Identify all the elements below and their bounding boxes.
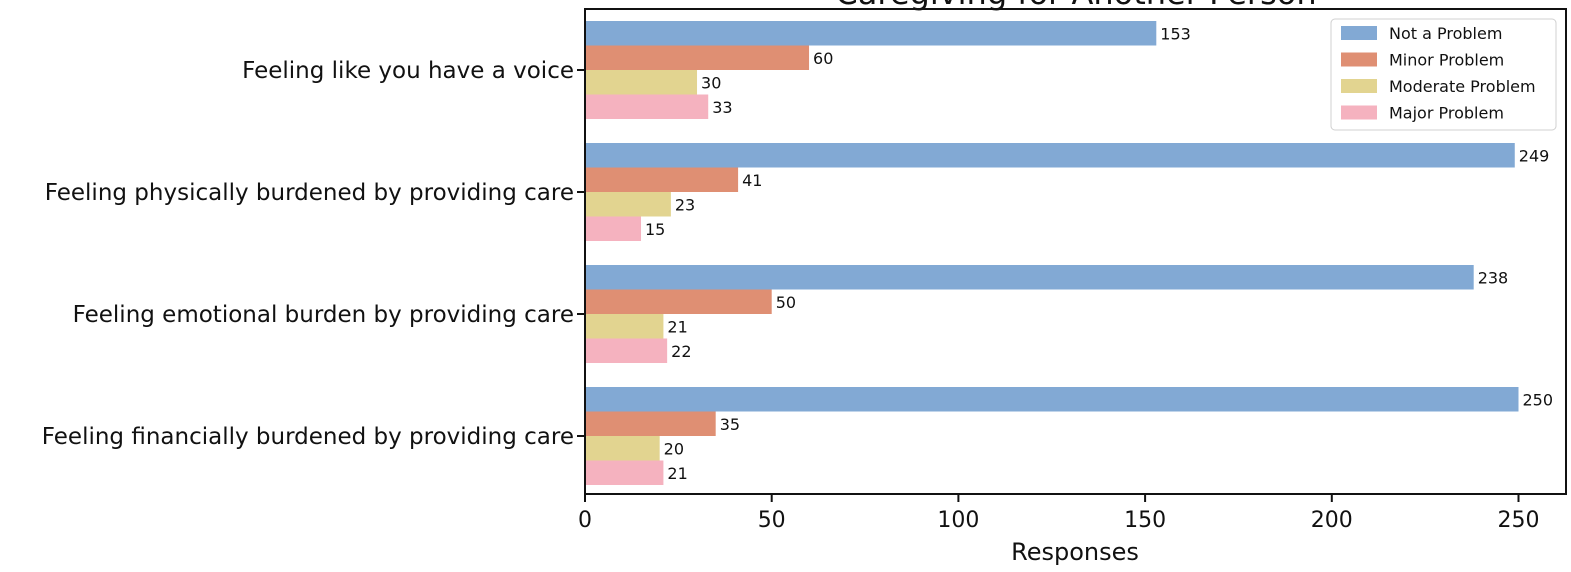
bar bbox=[585, 94, 709, 119]
legend-swatch bbox=[1341, 52, 1377, 67]
bar-value-label: 41 bbox=[742, 171, 762, 190]
bar-value-label: 250 bbox=[1523, 390, 1554, 409]
category-label: Feeling physically burdened by providing… bbox=[45, 180, 574, 206]
bar-value-label: 35 bbox=[720, 415, 740, 434]
bar bbox=[585, 167, 739, 192]
bar bbox=[585, 143, 1515, 168]
bar bbox=[585, 338, 668, 363]
chart-title: Caregiving for Another Person bbox=[835, 0, 1316, 12]
legend: Not a Problem Minor Problem Moderate Probl… bbox=[1330, 18, 1557, 131]
bar-value-label: 21 bbox=[667, 464, 687, 483]
x-axis-title: Responses bbox=[1011, 538, 1139, 566]
legend-swatch bbox=[1341, 26, 1377, 40]
legend-box bbox=[1330, 18, 1557, 131]
legend-label: Minor Problem bbox=[1389, 51, 1504, 70]
bar-value-label: 60 bbox=[813, 49, 833, 68]
bar-value-label: 15 bbox=[645, 220, 665, 239]
bar-value-label: 20 bbox=[664, 439, 684, 458]
bar bbox=[585, 192, 671, 217]
bar-value-label: 249 bbox=[1519, 146, 1550, 165]
plot-frame bbox=[584, 8, 1567, 495]
bar bbox=[585, 436, 660, 461]
x-tick-label: 50 bbox=[758, 508, 786, 533]
category-label: Feeling financially burdened by providin… bbox=[42, 424, 574, 450]
category-label: Feeling like you have a voice bbox=[242, 58, 574, 84]
legend-swatch bbox=[1341, 79, 1377, 93]
bar bbox=[585, 387, 1519, 412]
bar-value-label: 238 bbox=[1478, 268, 1509, 287]
bar-value-label: 23 bbox=[675, 195, 695, 214]
bar bbox=[585, 411, 716, 436]
x-tick-label: 250 bbox=[1498, 508, 1540, 533]
bar bbox=[585, 460, 664, 485]
bar bbox=[585, 289, 772, 314]
x-tick-label: 100 bbox=[937, 508, 979, 533]
legend-label: Not a Problem bbox=[1389, 24, 1502, 43]
bar bbox=[585, 216, 642, 241]
x-tick-label: 200 bbox=[1311, 508, 1353, 533]
bar bbox=[585, 45, 810, 70]
bar bbox=[585, 265, 1474, 290]
x-tick-label: 150 bbox=[1124, 508, 1166, 533]
legend-label: Major Problem bbox=[1389, 104, 1504, 123]
bar-value-label: 153 bbox=[1160, 24, 1191, 43]
bar-value-label: 30 bbox=[701, 73, 721, 92]
legend-label: Moderate Problem bbox=[1389, 77, 1536, 96]
bar-value-label: 21 bbox=[667, 317, 687, 336]
bar bbox=[585, 70, 698, 95]
x-tick-label: 0 bbox=[578, 508, 592, 533]
category-label: Feeling emotional burden by providing ca… bbox=[73, 302, 574, 328]
bar-value-label: 50 bbox=[776, 293, 796, 312]
bar-value-label: 33 bbox=[712, 98, 732, 117]
bars-layer: 153 60 30 33 249 41 23 15 238 50 21 22 250 35 20 21 bbox=[585, 21, 1553, 485]
bar-value-label: 22 bbox=[671, 342, 691, 361]
bar bbox=[585, 21, 1157, 46]
axes-layer: Feeling like you have a voice Feeling phy… bbox=[42, 8, 1567, 533]
legend-swatch bbox=[1341, 105, 1377, 120]
bar bbox=[585, 314, 664, 339]
